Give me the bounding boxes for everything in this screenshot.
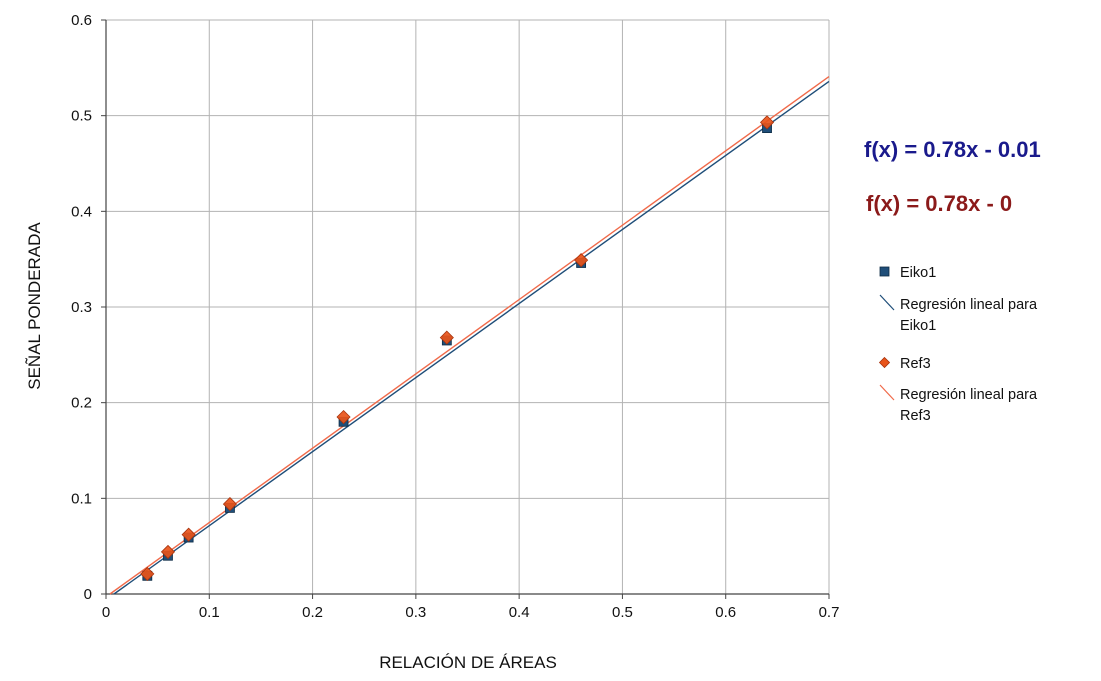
data-point-ref3 bbox=[222, 497, 238, 512]
y-tick-label: 0 bbox=[84, 586, 92, 603]
data-point-ref3 bbox=[336, 409, 351, 425]
y-tick-label: 0.3 bbox=[71, 299, 92, 316]
x-tick-label: 0.7 bbox=[819, 604, 840, 621]
tick-labels: 0 0.1 0.2 0.3 0.4 0.5 0.6 0.7 0 0.1 0.2 0.3 0.4 0.5 0.… bbox=[71, 12, 839, 621]
legend-line-ref3-regression bbox=[879, 384, 895, 401]
regression-lines bbox=[109, 75, 830, 595]
x-axis-title: RELACIÓN DE ÁREAS bbox=[379, 653, 557, 672]
legend-label: Regresión lineal para bbox=[900, 297, 1038, 313]
regression-equation-ref3: f(x) = 0.78x - 0 bbox=[866, 191, 1012, 216]
legend-label: Ref3 bbox=[900, 408, 931, 424]
y-tick-label: 0.4 bbox=[71, 203, 92, 220]
legend-label: Eiko1 bbox=[900, 318, 936, 334]
legend-marker-eiko1 bbox=[879, 266, 890, 277]
data-point-ref3 bbox=[160, 544, 176, 559]
legend-label: Ref3 bbox=[900, 356, 931, 372]
data-point-ref3 bbox=[439, 330, 454, 345]
y-tick-label: 0.5 bbox=[71, 108, 92, 125]
x-tick-label: 0.3 bbox=[405, 604, 426, 621]
legend: Eiko1 Regresión lineal para Eiko1 Ref3 Regre… bbox=[878, 265, 1038, 424]
legend-line-eiko1-regression bbox=[879, 294, 895, 311]
y-tick-label: 0.2 bbox=[71, 395, 92, 412]
y-axis-title: SEÑAL PONDERADA bbox=[25, 222, 44, 390]
grid-lines bbox=[106, 19, 830, 594]
data-point-ref3 bbox=[140, 566, 155, 581]
legend-marker-ref3 bbox=[878, 356, 891, 369]
x-tick-label: 0.2 bbox=[302, 604, 323, 621]
axes bbox=[101, 19, 830, 599]
regression-line-ref3 bbox=[109, 75, 830, 595]
x-tick-label: 0.1 bbox=[199, 604, 220, 621]
legend-label: Regresión lineal para bbox=[900, 387, 1038, 403]
y-tick-label: 0.1 bbox=[71, 490, 92, 507]
x-tick-label: 0.5 bbox=[612, 604, 633, 621]
legend-label: Eiko1 bbox=[900, 265, 936, 281]
data-point-ref3 bbox=[759, 115, 775, 130]
data-points bbox=[140, 115, 775, 581]
x-tick-label: 0 bbox=[102, 604, 110, 621]
y-tick-label: 0.6 bbox=[71, 12, 92, 29]
regression-line-eiko1 bbox=[113, 80, 830, 595]
regression-equation-eiko1: f(x) = 0.78x - 0.01 bbox=[864, 137, 1041, 162]
x-tick-label: 0.4 bbox=[509, 604, 530, 621]
x-tick-label: 0.6 bbox=[715, 604, 736, 621]
data-point-ref3 bbox=[181, 527, 196, 542]
data-point-ref3 bbox=[574, 253, 589, 268]
